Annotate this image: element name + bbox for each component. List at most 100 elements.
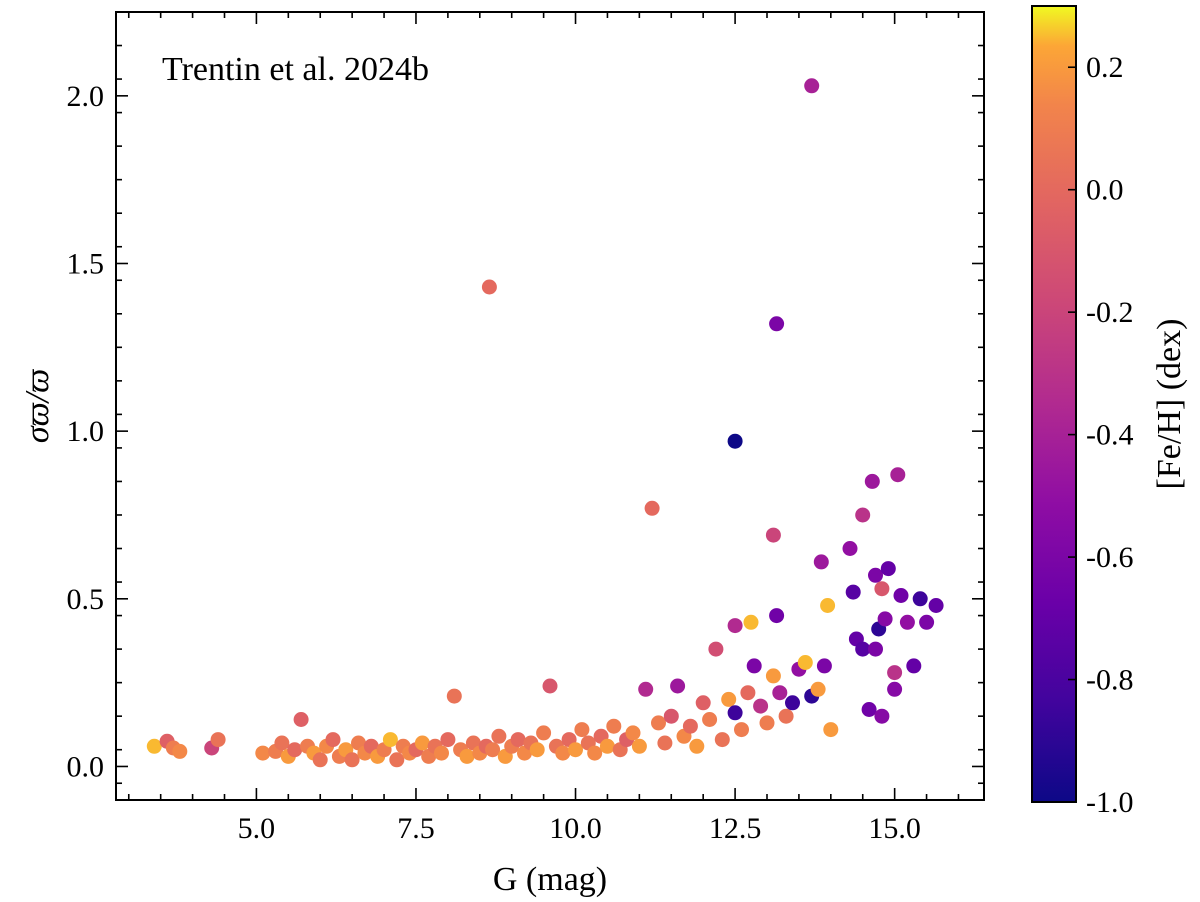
data-point: [823, 722, 839, 738]
colorbar-tick-label: 0.2: [1086, 51, 1124, 84]
data-point: [734, 722, 749, 738]
data-point: [172, 743, 188, 759]
data-point: [555, 745, 571, 761]
data-point: [312, 752, 328, 768]
x-tick-label: 5.0: [238, 812, 276, 845]
data-point: [631, 738, 647, 754]
data-point: [146, 738, 162, 754]
data-point: [446, 688, 462, 704]
data-point: [919, 614, 935, 630]
data-point: [743, 614, 759, 630]
data-point: [344, 752, 360, 768]
data-point: [210, 732, 226, 748]
data-point: [382, 732, 398, 748]
data-point: [414, 735, 430, 751]
y-tick-label: 0.0: [67, 750, 105, 783]
data-point: [874, 581, 890, 597]
data-point: [670, 678, 686, 694]
colorbar-title: [Fe/H] (dex): [1151, 319, 1188, 490]
y-axis-title: σϖ/ϖ: [19, 369, 56, 443]
data-point: [702, 712, 718, 727]
x-axis: 5.0 7.5 10.0 12.5 15.0: [127, 12, 960, 845]
data-point: [772, 685, 788, 701]
data-point: [928, 598, 944, 613]
x-axis-title: G (mag): [493, 861, 607, 898]
data-point: [845, 584, 861, 600]
colorbar-tick-label: -0.4: [1086, 419, 1134, 452]
y-tick-label: 1.0: [67, 415, 105, 448]
data-point: [727, 705, 743, 721]
data-point: [887, 665, 903, 681]
x-tick-label: 15.0: [868, 812, 921, 845]
colorbar-tick-label: -0.2: [1086, 296, 1134, 329]
data-point: [293, 712, 309, 727]
data-point: [708, 641, 724, 657]
y-axis: 0.0 0.5 1.0 1.5 2.0: [67, 44, 984, 785]
data-point: [606, 718, 622, 734]
data-point: [714, 732, 730, 748]
colorbar-tick-label: 0.0: [1086, 174, 1124, 207]
data-point: [765, 527, 781, 543]
data-point: [765, 668, 781, 684]
data-point: [842, 541, 858, 556]
data-point: [816, 658, 832, 674]
data-point: [912, 591, 928, 607]
data-point: [568, 742, 583, 758]
data-point: [682, 718, 698, 734]
data-point: [481, 279, 497, 295]
data-point: [820, 598, 836, 613]
colorbar-tick-label: -1.0: [1086, 786, 1134, 819]
data-point: [625, 725, 641, 741]
data-point: [893, 588, 909, 603]
data-point: [434, 745, 449, 761]
data-point: [727, 618, 743, 634]
points-layer: [146, 78, 944, 768]
data-point: [813, 554, 829, 570]
data-point: [785, 695, 800, 711]
data-point: [325, 732, 341, 748]
data-point: [599, 738, 615, 754]
data-point: [868, 641, 883, 657]
data-point: [899, 614, 915, 630]
data-point: [657, 735, 673, 751]
data-point: [880, 561, 896, 577]
data-point: [753, 698, 769, 714]
plot-frame: [115, 11, 985, 801]
data-point: [485, 742, 501, 758]
data-point: [746, 658, 762, 674]
data-point: [529, 742, 545, 758]
data-point: [877, 611, 893, 627]
data-point: [874, 708, 890, 724]
annotation-text: Trentin et al. 2024b: [162, 51, 429, 88]
data-point: [459, 748, 475, 764]
x-tick-label: 10.0: [549, 812, 602, 845]
y-tick-label: 2.0: [67, 80, 105, 113]
data-point: [890, 467, 906, 483]
data-point: [389, 752, 405, 768]
data-point: [651, 715, 666, 731]
data-point: [769, 608, 785, 624]
data-point: [542, 678, 558, 694]
data-point: [663, 708, 679, 724]
x-tick-label: 7.5: [397, 812, 435, 845]
data-point: [887, 681, 903, 697]
data-point: [868, 567, 883, 583]
data-point: [440, 732, 456, 748]
data-point: [906, 658, 922, 674]
data-point: [778, 708, 794, 724]
colorbar-tick-label: -0.6: [1086, 541, 1134, 574]
data-point: [861, 702, 877, 717]
data-point: [638, 681, 654, 697]
data-point: [810, 681, 826, 697]
data-point: [727, 433, 743, 449]
colorbar: [1031, 5, 1077, 803]
data-point: [689, 738, 705, 754]
data-point: [855, 507, 871, 523]
data-point: [574, 722, 590, 738]
y-tick-label: 0.5: [67, 583, 105, 616]
data-point: [274, 735, 290, 751]
data-point: [721, 691, 737, 707]
data-point: [644, 500, 660, 516]
data-point: [491, 728, 507, 744]
